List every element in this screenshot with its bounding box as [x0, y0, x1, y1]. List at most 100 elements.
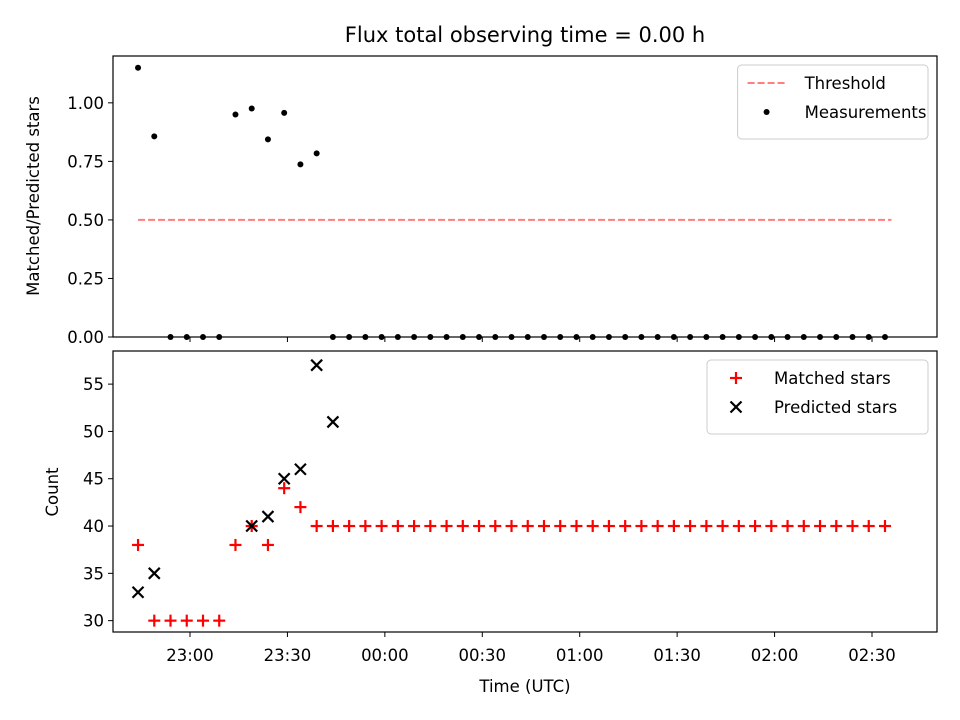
- matched-stars-legend-swatch: [730, 372, 742, 384]
- measurements-point: [313, 150, 320, 157]
- bottom-x-tick-label: 23:00: [166, 646, 214, 665]
- bottom-y-tick-label: 55: [83, 375, 104, 394]
- predicted-stars-point: [245, 519, 258, 533]
- matched-stars-point: [505, 520, 518, 533]
- matched-stars-point: [846, 520, 859, 533]
- predicted-stars-point: [310, 358, 323, 372]
- matched-stars-point: [684, 520, 697, 533]
- matched-stars-point: [586, 520, 599, 533]
- predicted-stars-point: [261, 510, 275, 523]
- matched-stars-point: [196, 614, 209, 627]
- predicted-stars-point: [147, 567, 161, 580]
- matched-stars-point: [148, 614, 161, 627]
- measurements-point: [151, 133, 158, 140]
- predicted-stars-point: [326, 415, 340, 429]
- matched-stars-point: [765, 520, 778, 533]
- matched-stars-point: [602, 520, 615, 533]
- measurements-legend-swatch: [763, 109, 770, 115]
- matched-stars-point: [164, 614, 177, 627]
- matched-stars-point: [570, 520, 583, 533]
- matched-stars-point: [635, 520, 648, 533]
- matched-stars-point: [229, 538, 242, 551]
- matched-stars-point: [456, 520, 469, 533]
- matched-stars-point: [132, 538, 145, 551]
- matched-stars-point: [716, 520, 729, 533]
- matched-stars-point: [294, 501, 307, 514]
- matched-stars-point: [862, 520, 875, 533]
- top-y-tick-label: 1.00: [67, 94, 104, 113]
- bottom-x-tick-label: 02:00: [751, 646, 799, 665]
- measurements-point: [135, 64, 142, 71]
- bottom-x-tick-label: 00:30: [459, 646, 507, 665]
- bottom-plot-frame: [112, 350, 938, 633]
- top-chart-y-axis-label: Matched/Predicted stars: [24, 96, 43, 296]
- bottom-legend: Matched stars Predicted stars: [706, 359, 929, 435]
- measurements-legend-label: Measurements: [805, 103, 927, 122]
- measurements-point: [248, 105, 255, 112]
- matched-stars-point: [213, 614, 226, 627]
- matched-stars-point: [781, 520, 794, 533]
- bottom-y-tick-label: 35: [83, 564, 104, 583]
- matched-stars-point: [310, 520, 323, 533]
- bottom-x-tick-label: 00:00: [361, 646, 409, 665]
- matched-stars-point: [375, 520, 388, 533]
- matched-stars-point: [278, 482, 291, 495]
- top-chart-panel: 0.00 0.25 0.50 0.75 1.00 Threshold Measurement…: [67, 55, 938, 347]
- matched-stars-point: [521, 520, 534, 533]
- matched-stars-point: [473, 520, 486, 533]
- bottom-y-tick-label: 50: [83, 422, 104, 441]
- bottom-y-tick-label: 40: [83, 517, 104, 536]
- matched-stars-point: [537, 520, 550, 533]
- bottom-y-tick-label: 45: [83, 470, 104, 489]
- measurements-point: [232, 111, 239, 118]
- bottom-x-tick-label: 01:00: [556, 646, 604, 665]
- predicted-stars-point: [277, 472, 291, 486]
- bottom-x-tick-label: 23:30: [264, 646, 312, 665]
- matched-stars-legend-label: Matched stars: [774, 369, 891, 388]
- threshold-legend-label: Threshold: [804, 74, 886, 93]
- matched-stars-point: [700, 520, 713, 533]
- matched-stars-point: [440, 520, 453, 533]
- matched-stars-point: [732, 520, 745, 533]
- top-y-tick-label: 0.75: [67, 152, 104, 171]
- matched-stars-point: [797, 520, 810, 533]
- matched-stars-point: [261, 538, 274, 551]
- bottom-legend-box: [706, 359, 929, 435]
- predicted-stars-point: [131, 585, 145, 599]
- top-chart-title: Flux total observing time = 0.00 h: [345, 23, 705, 47]
- matched-stars-point: [814, 520, 827, 533]
- predicted-stars-legend-label: Predicted stars: [774, 398, 897, 417]
- matched-stars-point: [180, 614, 193, 627]
- bottom-chart-x-axis-label: Time (UTC): [478, 677, 570, 696]
- matched-stars-point: [424, 520, 437, 533]
- measurements-point: [281, 109, 288, 116]
- matched-stars-point: [343, 520, 356, 533]
- predicted-stars-point: [294, 462, 307, 476]
- top-y-tick-label: 0.00: [67, 328, 104, 347]
- bottom-chart-y-axis-label: Count: [43, 467, 62, 517]
- measurements-point: [297, 161, 304, 168]
- matched-stars-point: [619, 520, 632, 533]
- top-y-tick-label: 0.25: [67, 269, 104, 288]
- matched-stars-point: [651, 520, 664, 533]
- matched-stars-point: [878, 520, 891, 533]
- matched-stars-point: [749, 520, 762, 533]
- top-y-tick-label: 0.50: [67, 211, 104, 230]
- matched-stars-point: [326, 520, 339, 533]
- top-legend-box: [737, 64, 929, 140]
- bottom-x-tick-label: 02:30: [848, 646, 896, 665]
- top-plot-frame: [112, 55, 938, 338]
- matched-stars-point: [554, 520, 567, 533]
- matched-stars-point: [489, 520, 502, 533]
- predicted-stars-legend-swatch: [729, 400, 743, 414]
- matched-stars-point: [391, 520, 404, 533]
- top-legend: Threshold Measurements: [737, 64, 929, 140]
- matched-stars-point: [667, 520, 680, 533]
- measurements-point: [264, 136, 271, 143]
- bottom-x-tick-label: 01:30: [653, 646, 701, 665]
- bottom-chart-panel: 30 35 40 45 50 55 23:00 23:30 00:00 00:30 01:00 01:…: [83, 350, 938, 665]
- matched-stars-point: [359, 520, 372, 533]
- matched-stars-point: [830, 520, 843, 533]
- bottom-y-tick-label: 30: [83, 612, 104, 631]
- matched-stars-point: [408, 520, 421, 533]
